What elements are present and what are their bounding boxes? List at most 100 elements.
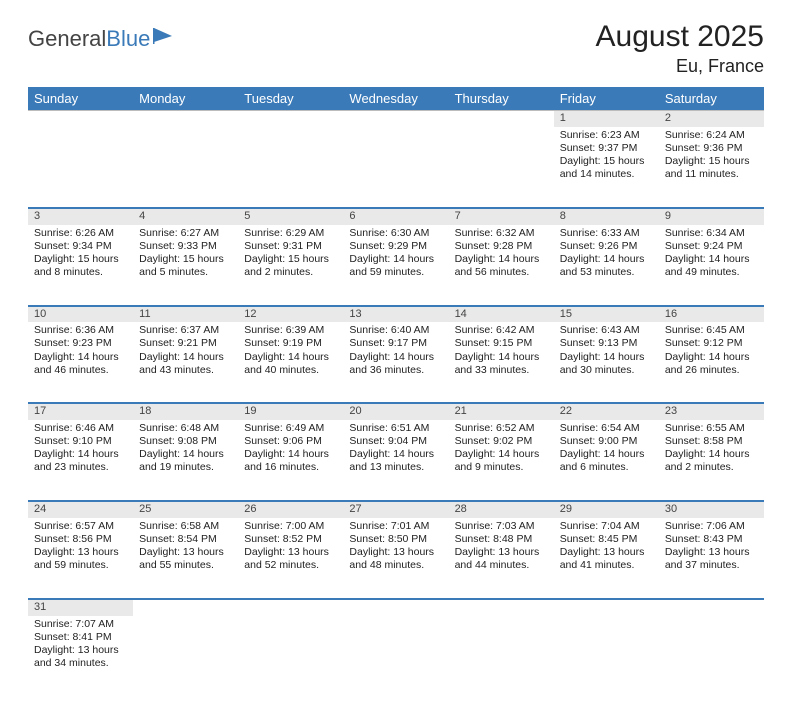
daylight-text: Daylight: 14 hours and 2 minutes.	[665, 448, 758, 474]
day-content-cell: Sunrise: 6:55 AMSunset: 8:58 PMDaylight:…	[659, 420, 764, 501]
sunrise-text: Sunrise: 6:27 AM	[139, 227, 232, 240]
sunset-text: Sunset: 8:41 PM	[34, 631, 127, 644]
location-label: Eu, France	[596, 56, 764, 77]
sunrise-text: Sunrise: 6:43 AM	[560, 324, 653, 337]
day-content-cell: Sunrise: 6:52 AMSunset: 9:02 PMDaylight:…	[449, 420, 554, 501]
logo: GeneralBlue	[28, 26, 174, 52]
sunrise-text: Sunrise: 6:30 AM	[349, 227, 442, 240]
sunset-text: Sunset: 9:31 PM	[244, 240, 337, 253]
sunset-text: Sunset: 9:26 PM	[560, 240, 653, 253]
day-number-cell: 23	[659, 403, 764, 420]
day-content-cell: Sunrise: 6:23 AMSunset: 9:37 PMDaylight:…	[554, 127, 659, 208]
day-content-cell: Sunrise: 7:06 AMSunset: 8:43 PMDaylight:…	[659, 518, 764, 599]
sunset-text: Sunset: 9:04 PM	[349, 435, 442, 448]
sunrise-text: Sunrise: 7:04 AM	[560, 520, 653, 533]
daylight-text: Daylight: 14 hours and 36 minutes.	[349, 351, 442, 377]
day-number-cell: 18	[133, 403, 238, 420]
day-header: Tuesday	[238, 87, 343, 111]
daylight-text: Daylight: 14 hours and 6 minutes.	[560, 448, 653, 474]
sunrise-text: Sunrise: 6:36 AM	[34, 324, 127, 337]
day-content-row: Sunrise: 6:36 AMSunset: 9:23 PM Daylight:…	[28, 322, 764, 403]
sunrise-text: Sunrise: 6:42 AM	[455, 324, 548, 337]
day-content-cell: Sunrise: 6:57 AMSunset: 8:56 PMDaylight:…	[28, 518, 133, 599]
day-content-cell: Sunrise: 6:40 AMSunset: 9:17 PMDaylight:…	[343, 322, 448, 403]
day-number-cell	[28, 111, 133, 127]
day-number-cell: 30	[659, 501, 764, 518]
daylight-text: Daylight: 13 hours and 44 minutes.	[455, 546, 548, 572]
day-content-cell: Sunrise: 7:04 AMSunset: 8:45 PMDaylight:…	[554, 518, 659, 599]
sunrise-text: Sunrise: 7:01 AM	[349, 520, 442, 533]
day-number-cell: 12	[238, 306, 343, 323]
day-number-cell: 1	[554, 111, 659, 127]
day-number-row: 12	[28, 111, 764, 127]
sunrise-text: Sunrise: 6:49 AM	[244, 422, 337, 435]
day-number-cell: 19	[238, 403, 343, 420]
day-content-cell	[449, 127, 554, 208]
sunrise-text: Sunrise: 7:03 AM	[455, 520, 548, 533]
sunset-text: Sunset: 9:23 PM	[34, 337, 127, 350]
day-number-cell: 9	[659, 208, 764, 225]
day-content-cell: Sunrise: 6:39 AMSunset: 9:19 PMDaylight:…	[238, 322, 343, 403]
sunrise-text: Sunrise: 7:06 AM	[665, 520, 758, 533]
sunset-text: Sunset: 9:37 PM	[560, 142, 653, 155]
sunset-text: Sunset: 8:54 PM	[139, 533, 232, 546]
page-header: GeneralBlue August 2025 Eu, France	[28, 20, 764, 77]
daylight-text: Daylight: 14 hours and 43 minutes.	[139, 351, 232, 377]
day-number-cell: 16	[659, 306, 764, 323]
sunrise-text: Sunrise: 6:45 AM	[665, 324, 758, 337]
day-number-cell: 8	[554, 208, 659, 225]
sunrise-text: Sunrise: 6:54 AM	[560, 422, 653, 435]
day-number-cell	[449, 599, 554, 616]
day-content-cell: Sunrise: 6:37 AMSunset: 9:21 PMDaylight:…	[133, 322, 238, 403]
daylight-text: Daylight: 15 hours and 5 minutes.	[139, 253, 232, 279]
day-content-cell: Sunrise: 6:49 AMSunset: 9:06 PMDaylight:…	[238, 420, 343, 501]
daylight-text: Daylight: 14 hours and 23 minutes.	[34, 448, 127, 474]
logo-text-1: General	[28, 26, 106, 52]
day-content-cell: Sunrise: 6:27 AMSunset: 9:33 PMDaylight:…	[133, 225, 238, 306]
sunset-text: Sunset: 9:34 PM	[34, 240, 127, 253]
sunset-text: Sunset: 8:43 PM	[665, 533, 758, 546]
sunset-text: Sunset: 9:15 PM	[455, 337, 548, 350]
day-header: Wednesday	[343, 87, 448, 111]
day-content-row: Sunrise: 6:23 AMSunset: 9:37 PMDaylight:…	[28, 127, 764, 208]
day-number-cell: 14	[449, 306, 554, 323]
day-content-cell: Sunrise: 6:32 AMSunset: 9:28 PMDaylight:…	[449, 225, 554, 306]
sunrise-text: Sunrise: 6:58 AM	[139, 520, 232, 533]
day-header: Thursday	[449, 87, 554, 111]
daylight-text: Daylight: 14 hours and 53 minutes.	[560, 253, 653, 279]
daylight-text: Daylight: 15 hours and 14 minutes.	[560, 155, 653, 181]
day-number-cell: 2	[659, 111, 764, 127]
day-content-cell	[133, 616, 238, 696]
sunset-text: Sunset: 9:02 PM	[455, 435, 548, 448]
day-number-cell	[343, 111, 448, 127]
day-number-cell: 3	[28, 208, 133, 225]
day-content-cell: Sunrise: 6:36 AMSunset: 9:23 PMDaylight:…	[28, 322, 133, 403]
day-number-row: 3456789	[28, 208, 764, 225]
day-number-cell: 28	[449, 501, 554, 518]
day-content-cell: Sunrise: 6:26 AMSunset: 9:34 PMDaylight:…	[28, 225, 133, 306]
day-header: Sunday	[28, 87, 133, 111]
day-header: Saturday	[659, 87, 764, 111]
sunrise-text: Sunrise: 6:24 AM	[665, 129, 758, 142]
day-header: Friday	[554, 87, 659, 111]
day-content-cell: Sunrise: 7:03 AMSunset: 8:48 PMDaylight:…	[449, 518, 554, 599]
daylight-text: Daylight: 15 hours and 11 minutes.	[665, 155, 758, 181]
sunrise-text: Sunrise: 7:07 AM	[34, 618, 127, 631]
day-content-cell	[28, 127, 133, 208]
day-number-row: 17181920212223	[28, 403, 764, 420]
sunrise-text: Sunrise: 6:33 AM	[560, 227, 653, 240]
day-number-cell	[133, 599, 238, 616]
sunset-text: Sunset: 9:21 PM	[139, 337, 232, 350]
sunset-text: Sunset: 9:13 PM	[560, 337, 653, 350]
daylight-text: Daylight: 14 hours and 16 minutes.	[244, 448, 337, 474]
sunrise-text: Sunrise: 6:46 AM	[34, 422, 127, 435]
sunrise-text: Sunrise: 6:55 AM	[665, 422, 758, 435]
daylight-text: Daylight: 13 hours and 55 minutes.	[139, 546, 232, 572]
day-number-cell: 15	[554, 306, 659, 323]
daylight-text: Daylight: 14 hours and 13 minutes.	[349, 448, 442, 474]
sunrise-text: Sunrise: 6:26 AM	[34, 227, 127, 240]
calendar-body: 12Sunrise: 6:23 AMSunset: 9:37 PMDayligh…	[28, 111, 764, 696]
day-content-cell: Sunrise: 6:45 AMSunset: 9:12 PMDaylight:…	[659, 322, 764, 403]
day-number-cell	[238, 599, 343, 616]
day-content-cell: Sunrise: 6:34 AMSunset: 9:24 PMDaylight:…	[659, 225, 764, 306]
